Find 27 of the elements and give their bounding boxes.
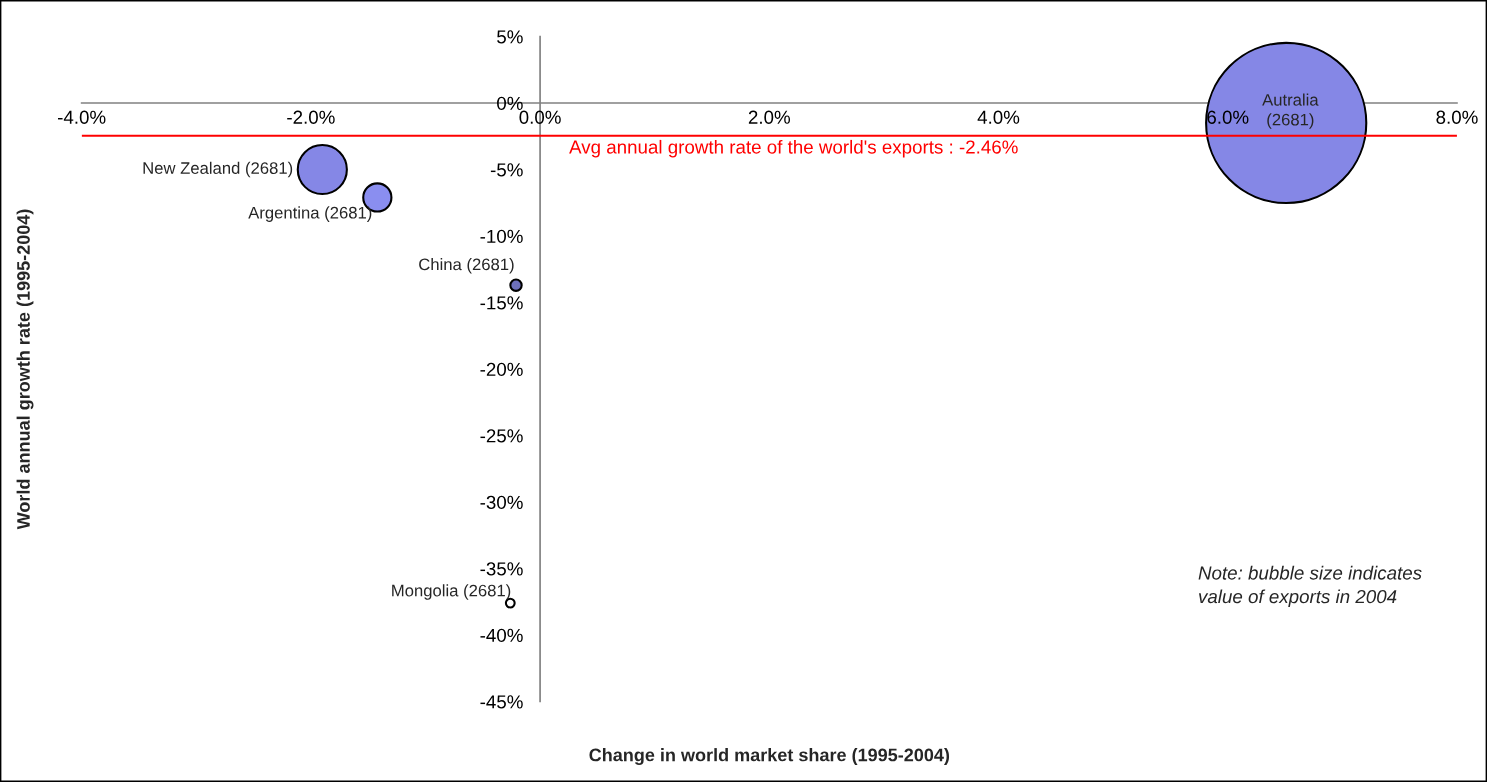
y-tick-label: -10% [480,229,523,243]
y-axis-title: World annual growth rate (1995-2004) [16,209,34,530]
x-tick-label: 6.0% [1207,110,1249,124]
x-tick-label: -2.0% [287,110,335,124]
x-tick-label: 8.0% [1436,110,1478,124]
annotation: Argentina (2681) [248,206,372,222]
annotation: Note: bubble size indicates value of exports in 2004 [1198,565,1422,607]
annotation: Mongolia (2681) [392,584,511,600]
y-tick-label: -20% [480,362,523,376]
y-tick-label: -5% [490,163,523,177]
y-tick-label: -40% [480,628,523,643]
x-tick-label: 0.0% [519,110,561,124]
annotation: Autralia (2681) [1262,93,1319,129]
y-tick-label: 0% [497,96,523,110]
x-tick-label: 2.0% [748,110,790,124]
x-axis-title: Change in world market share (1995-2004) [589,748,950,765]
y-tick-label: -25% [480,429,523,443]
y-tick-label: -35% [480,562,523,576]
annotation: New Zealand (2681) [143,161,293,178]
y-tick-label: -45% [480,695,523,709]
y-tick-label: -15% [480,296,523,310]
x-tick-label: 4.0% [977,110,1020,124]
y-tick-label: 5% [497,30,523,44]
ref-line-label: Avg annual growth rate of the world's exports : -2.46% [569,139,1018,158]
annotation: China (2681) [419,258,514,274]
x-tick-label: -4.0% [57,110,106,124]
y-tick-label: -30% [480,495,523,510]
